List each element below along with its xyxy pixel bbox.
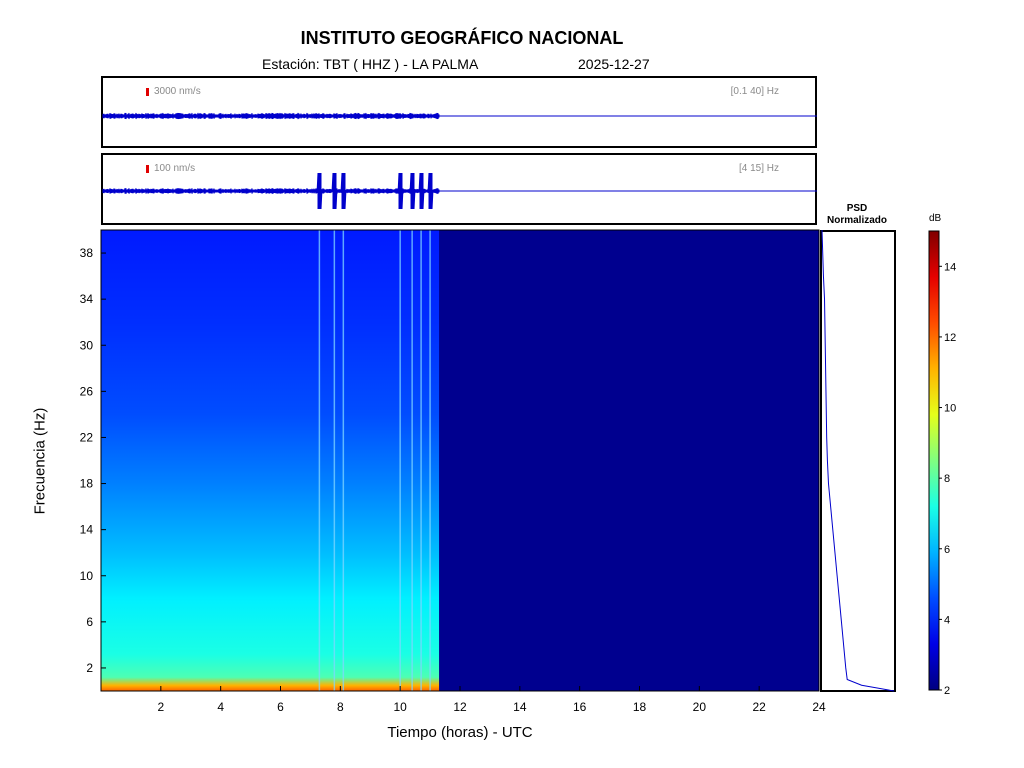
colorbar-tick-label: 8 (944, 473, 950, 485)
x-tick-label: 2 (157, 700, 164, 714)
y-tick-label: 14 (80, 523, 94, 537)
seismic-trace-broadband (102, 112, 817, 120)
colorbar-tick-label: 12 (944, 332, 956, 344)
x-tick-label: 8 (337, 700, 344, 714)
y-tick-label: 18 (80, 477, 94, 491)
x-tick-label: 16 (573, 700, 587, 714)
y-tick-label: 2 (86, 661, 93, 675)
psd-title-line1: PSD (846, 203, 868, 214)
colorbar-tick-label: 6 (944, 544, 950, 556)
colorbar-tick-label: 4 (944, 614, 950, 626)
y-tick-label: 34 (80, 292, 94, 306)
trace-panel-filtered: 100 nm/s [4 15] Hz (101, 153, 817, 225)
station-label: Estación: TBT ( HHZ ) - LA PALMA (262, 56, 479, 72)
seismic-trace-filtered (102, 172, 817, 210)
trace-panel-broadband: 3000 nm/s [0.1 40] Hz (101, 76, 817, 148)
psd-title: PSD Normalizado (818, 203, 896, 227)
y-tick-label: 38 (80, 246, 94, 260)
y-tick-label: 6 (86, 615, 93, 629)
band-label: [4 15] Hz (738, 163, 779, 174)
y-tick-label: 30 (80, 338, 94, 352)
colorbar-tick-label: 14 (944, 261, 956, 273)
colorbar-unit: dB (929, 213, 942, 224)
psd-profile-line (821, 229, 895, 692)
scale-label: 100 nm/s (154, 163, 196, 174)
x-tick-label: 12 (453, 700, 467, 714)
band-label: [0.1 40] Hz (730, 86, 779, 97)
x-axis-label: Tiempo (horas) - UTC (387, 724, 533, 741)
colorbar (928, 230, 940, 691)
x-tick-label: 14 (513, 700, 527, 714)
date-label: 2025-12-27 (578, 56, 650, 72)
x-tick-label: 24 (812, 700, 826, 714)
scale-label: 3000 nm/s (154, 86, 201, 97)
scale-marker (146, 165, 149, 173)
x-tick-label: 20 (693, 700, 707, 714)
scale-marker (146, 88, 149, 96)
chart-title: INSTITUTO GEOGRÁFICO NACIONAL (300, 28, 624, 48)
y-tick-label: 26 (80, 384, 94, 398)
x-tick-label: 18 (633, 700, 647, 714)
psd-title-line2: Normalizado (826, 215, 887, 226)
x-tick-label: 10 (393, 700, 407, 714)
y-tick-label: 22 (80, 430, 94, 444)
colorbar-tick-label: 2 (944, 685, 950, 697)
y-tick-label: 10 (80, 569, 94, 583)
x-tick-label: 22 (752, 700, 766, 714)
x-tick-label: 6 (277, 700, 284, 714)
spectrogram-data-area (101, 230, 440, 691)
colorbar-tick-label: 10 (944, 403, 956, 415)
x-tick-label: 4 (217, 700, 224, 714)
psd-panel (820, 230, 896, 692)
